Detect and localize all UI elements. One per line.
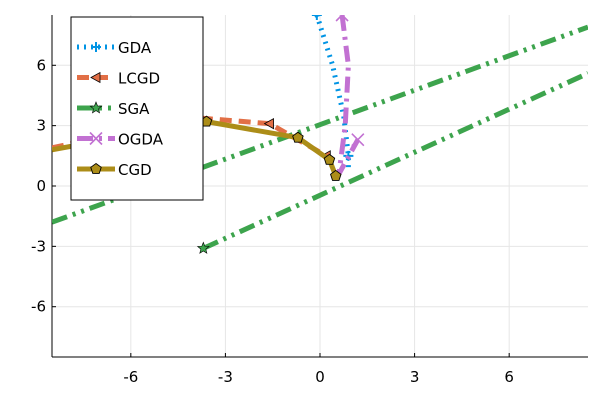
series-marker-cgd bbox=[323, 153, 336, 165]
y-tick-label: 0 bbox=[36, 177, 46, 195]
series-line-ogda bbox=[336, 15, 361, 177]
x-tick-label: -6 bbox=[123, 368, 138, 386]
series-marker-ogda bbox=[335, 15, 349, 22]
series-ogda bbox=[335, 15, 365, 177]
legend-item-sga: SGA bbox=[77, 100, 150, 118]
axes bbox=[51, 15, 588, 358]
legend-item-ogda: OGDA bbox=[77, 131, 164, 149]
series-marker-gda bbox=[311, 15, 322, 20]
series-marker-lcgd bbox=[263, 117, 274, 130]
series-line-sga bbox=[202, 71, 588, 251]
legend-marker-ogda bbox=[89, 131, 103, 146]
x-tick-label: -3 bbox=[218, 368, 233, 386]
y-tick-label: -6 bbox=[31, 298, 46, 316]
x-tick-label: 3 bbox=[410, 368, 420, 386]
legend: GDA LCGD SGA OGDA CGD bbox=[70, 16, 204, 201]
legend-label-lcgd: LCGD bbox=[118, 70, 160, 88]
series-marker-cgd bbox=[292, 131, 304, 143]
series-line-gda bbox=[314, 15, 351, 170]
y-tick-label: 6 bbox=[36, 56, 46, 74]
legend-marker-lcgd bbox=[90, 71, 101, 84]
series-marker-cgd bbox=[330, 169, 342, 181]
y-tick-label: 3 bbox=[36, 117, 46, 135]
legend-label-sga: SGA bbox=[118, 100, 150, 118]
legend-label-cgd: CGD bbox=[118, 161, 152, 179]
legend-item-lcgd: LCGD bbox=[77, 70, 160, 88]
legend-marker-gda bbox=[91, 42, 101, 52]
legend-label-ogda: OGDA bbox=[118, 131, 164, 149]
y-tick-label: -3 bbox=[31, 237, 46, 255]
tick-labels: -6 -3 0 3 6 -6 -3 0 3 6 bbox=[31, 56, 514, 386]
legend-item-cgd: CGD bbox=[77, 161, 152, 179]
x-tick-label: 0 bbox=[315, 368, 325, 386]
x-tick-label: 6 bbox=[504, 368, 514, 386]
series-marker-ogda bbox=[351, 133, 365, 147]
series-marker-sga bbox=[196, 241, 210, 254]
legend-marker-sga bbox=[89, 101, 103, 114]
legend-marker-cgd bbox=[90, 162, 102, 174]
legend-item-gda: GDA bbox=[77, 39, 152, 57]
legend-label-gda: GDA bbox=[118, 39, 152, 57]
